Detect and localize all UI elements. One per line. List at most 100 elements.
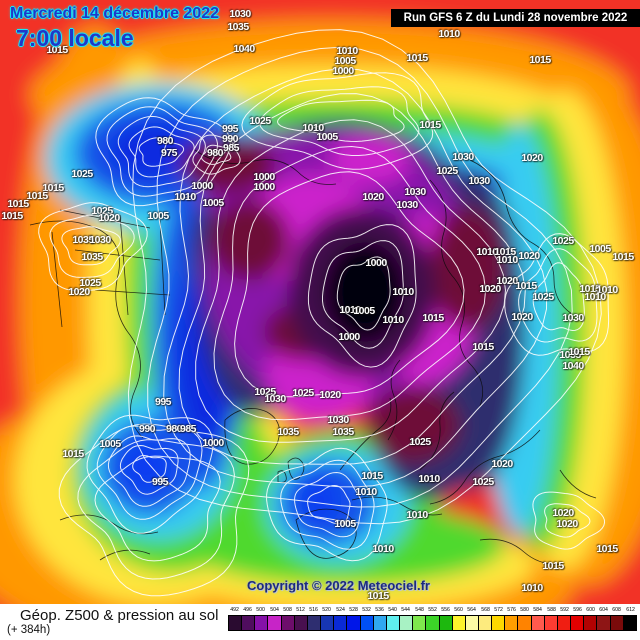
pressure-label: 1015 — [1, 210, 23, 222]
pressure-label: 1010 — [174, 191, 196, 203]
pressure-label: 1015 — [42, 182, 64, 194]
pressure-label: 1000 — [253, 171, 275, 183]
isobar-contour — [132, 455, 167, 483]
legend-swatch — [478, 616, 493, 630]
pressure-label: 1005 — [334, 518, 356, 530]
legend-value: 600 — [586, 607, 596, 613]
pressure-label: 1020 — [496, 275, 518, 287]
copyright-notice: Copyright © 2022 Meteociel.fr — [247, 578, 430, 593]
legend-swatch — [373, 616, 387, 630]
legend-value: 544 — [401, 607, 411, 613]
isobar-contour — [106, 106, 219, 197]
pressure-label: 1030 — [396, 199, 418, 211]
isobar-contour — [293, 471, 363, 538]
isobar-contour — [138, 137, 185, 167]
pressure-label: 1010 — [392, 286, 414, 298]
legend-value: 556 — [441, 607, 450, 613]
pressure-label: 1020 — [491, 458, 513, 470]
isobar-contour — [117, 115, 206, 188]
pressure-label: 1010 — [476, 246, 498, 258]
pressure-label: 1005 — [147, 210, 169, 222]
isobar-contour — [95, 97, 231, 207]
pressure-label: 1020 — [552, 507, 574, 519]
pressure-label: 1005 — [353, 305, 375, 317]
legend-title: Géop. Z500 & pression au sol — [20, 607, 219, 624]
pressure-label: 1035 — [332, 426, 354, 438]
legend-value: 548 — [414, 607, 424, 613]
pressure-label: 1025 — [552, 235, 574, 247]
isobar-contour — [77, 439, 235, 580]
pressure-label: 1010 — [438, 28, 460, 40]
pressure-label: 1030 — [562, 312, 584, 324]
legend-swatch — [452, 616, 466, 630]
isobar-contour — [61, 226, 121, 266]
legend-value: 552 — [428, 607, 437, 613]
pressure-label: 980 — [156, 135, 174, 147]
isobar-contour — [178, 93, 526, 465]
pressure-label: 1035 — [72, 234, 94, 246]
pressure-label: 1010 — [406, 509, 428, 521]
isobar-contour — [213, 145, 487, 421]
pressure-label: 1000 — [365, 257, 387, 269]
isobar-contour — [86, 414, 214, 534]
pressure-label: 1025 — [409, 436, 431, 448]
pressure-label: 1015 — [406, 52, 428, 64]
pressure-label: 1025 — [254, 386, 276, 398]
forecast-lead-time: (+ 384h) — [7, 624, 51, 636]
legend-value: 528 — [348, 607, 358, 613]
pressure-label: 1035 — [227, 21, 249, 33]
legend-value: 612 — [625, 607, 635, 613]
isobar-contour — [128, 126, 195, 178]
pressure-label: 1000 — [253, 181, 275, 193]
pressure-label: 1015 — [46, 44, 68, 56]
model-run-banner: Run GFS 6 Z du Lundi 28 novembre 2022 — [391, 9, 640, 27]
z500-pressure-map: 1015 1030 1035 1040 1010 1005 1000 1010 1015 1015… — [0, 0, 640, 604]
isobar-contour — [276, 99, 405, 143]
isobar-contour — [163, 68, 548, 488]
legend-swatch — [334, 616, 348, 630]
color-scale: 492 496 500 504 508 512 516 520 524 528 532 536 540 5… — [228, 606, 637, 631]
legend-value: 496 — [243, 607, 253, 613]
legend-swatch — [465, 616, 479, 630]
legend-swatch — [242, 616, 256, 630]
isobar-contour — [322, 240, 404, 349]
pressure-label: 1020 — [362, 191, 384, 203]
pressure-label: 1015 — [26, 190, 48, 202]
pressure-label: 1005 — [334, 55, 356, 67]
pressure-label: 1025 — [436, 165, 458, 177]
legend-swatch — [360, 616, 374, 630]
pressure-label: 1005 — [202, 197, 224, 209]
legend-value: 532 — [362, 607, 371, 613]
isobar-contour — [280, 459, 375, 550]
legend-swatch — [347, 616, 361, 630]
isobar-contour — [544, 503, 591, 538]
pressure-label: 1025 — [79, 277, 101, 289]
pressure-label: 1025 — [292, 387, 314, 399]
pressure-label: 1025 — [472, 476, 494, 488]
isobar-contour — [532, 262, 585, 332]
isobar-contour — [266, 447, 388, 562]
pressure-label: 1015 — [361, 470, 383, 482]
legend-bar: Géop. Z500 & pression au sol (+ 384h) 49… — [0, 604, 640, 640]
pressure-label: 1035 — [277, 426, 299, 438]
isobar-contour — [127, 29, 602, 525]
legend-value: 516 — [309, 607, 319, 613]
legend-swatch — [518, 616, 532, 630]
pressure-label: 985 — [222, 142, 240, 154]
pressure-label: 1010 — [596, 284, 618, 296]
legend-value: 568 — [480, 607, 490, 613]
legend-value: 540 — [388, 607, 398, 613]
legend-value: 572 — [493, 607, 503, 613]
legend-swatch — [597, 616, 611, 630]
pressure-label: 1030 — [452, 151, 474, 163]
pressure-label: 995 — [151, 476, 169, 488]
pressure-label: 1020 — [518, 250, 540, 262]
pressure-label: 1040 — [562, 360, 584, 372]
isobar-contour — [241, 72, 434, 170]
isobar-contour — [49, 214, 135, 278]
isobar-contour — [94, 455, 221, 562]
pressure-label: 1015 — [596, 543, 618, 555]
pressure-label: 1040 — [233, 43, 255, 55]
pressure-label: 1015 — [422, 312, 444, 324]
isobar-contour — [147, 46, 573, 508]
